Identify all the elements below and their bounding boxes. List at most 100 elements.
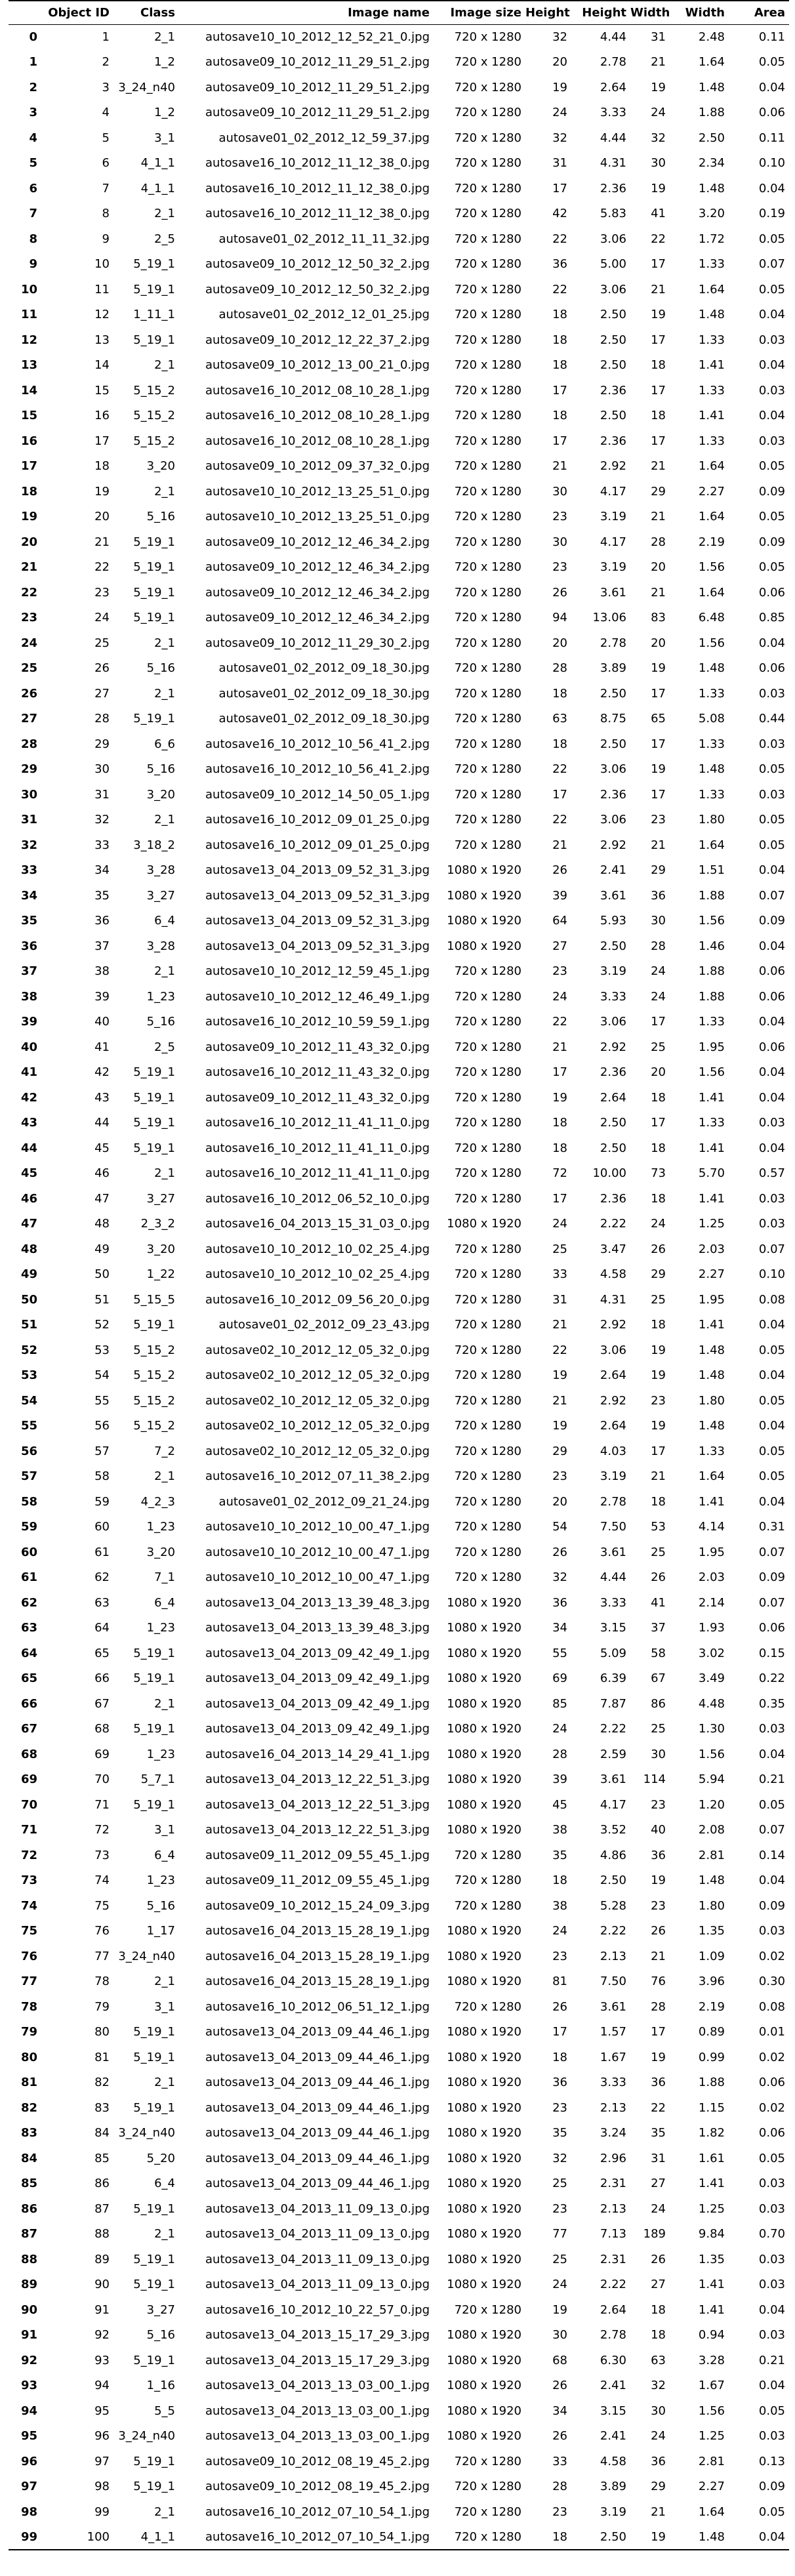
table-row: 68 69 1_23 autosave16_04_2013_14_29_41_1.jp… (9, 1742, 789, 1767)
table-cell: 0.02 (758, 1949, 785, 1963)
table-cell: 53 (651, 1520, 666, 1534)
table-cell: 0.21 (758, 2353, 785, 2367)
table-cell: 45 (552, 1797, 567, 1812)
table-cell: autosave16_10_2012_11_41_11_0.jpg (205, 1116, 430, 1130)
table-cell: 18 (552, 333, 567, 347)
table-cell: 720 x 1280 (454, 1141, 521, 1155)
table-cell: 28 (651, 1999, 666, 2014)
table-cell: 0.09 (758, 535, 785, 549)
table-cell: 3.47 (600, 1242, 626, 1256)
table-cell: 67 (651, 1671, 666, 1686)
table-row: 75 76 1_17 autosave16_04_2013_15_28_19_1.jp… (9, 1919, 789, 1944)
table-cell: 1.64 (698, 510, 725, 524)
table-cell: 0.05 (758, 813, 785, 827)
table-row: 13 14 2_1 autosave09_10_2012_13_00_21_0.jpg… (9, 353, 789, 378)
table-cell: 1.33 (698, 787, 725, 802)
table-row: 50 51 5_15_5 autosave16_10_2012_09_56_20_0.… (9, 1287, 789, 1313)
table-row: 31 32 2_1 autosave16_10_2012_09_01_25_0.jpg… (9, 808, 789, 833)
table-cell: autosave10_10_2012_10_02_25_4.jpg (205, 1242, 430, 1256)
table-cell: 720 x 1280 (454, 560, 521, 575)
table-cell: 2_1 (154, 1469, 175, 1484)
table-cell: 1.48 (670, 2524, 729, 2550)
table-cell: autosave13_04_2013_09_44_46_1.jpg (205, 2050, 430, 2064)
table-cell: 7.13 (600, 2227, 626, 2241)
table-cell: 36 (651, 1848, 666, 1862)
table-cell: 720 x 1280 (454, 2480, 521, 2494)
table-cell: 36 (651, 2454, 666, 2468)
table-cell: 7.87 (600, 1696, 626, 1711)
table-cell: 4_2_3 (140, 1494, 175, 1509)
table-row: 6 7 4_1_1 autosave16_10_2012_11_12_38_0.jpg… (9, 176, 789, 201)
table-row: 11 12 1_11_1 autosave01_02_2012_12_01_25.jp… (9, 302, 789, 328)
table-cell: 1080 x 1920 (447, 1671, 521, 1686)
table-cell: 2.27 (698, 1267, 725, 1282)
table-cell: 23 (552, 2100, 567, 2115)
row-index: 99 (9, 2524, 41, 2550)
table-row: 59 60 1_23 autosave10_10_2012_10_00_47_1.jp… (9, 1515, 789, 1540)
table-cell: 47 (94, 1191, 110, 1206)
table-cell: autosave09_11_2012_09_55_45_1.jpg (205, 1848, 430, 1862)
table-cell: 0.04 (758, 80, 785, 94)
row-index: 63 (20, 1621, 37, 1635)
table-row: 9 10 5_19_1 autosave09_10_2012_12_50_32_2.j… (9, 252, 789, 277)
table-cell: 2.48 (698, 30, 725, 44)
table-cell: 1.88 (698, 106, 725, 120)
table-cell: 5_16 (146, 1015, 175, 1029)
table-cell: 0.06 (758, 989, 785, 1004)
table-cell: 4_1_1 (113, 2524, 179, 2550)
table-cell: autosave13_04_2013_11_09_13_0.jpg (205, 2201, 430, 2216)
table-cell: 19 (651, 80, 666, 94)
table-cell: autosave09_10_2012_11_43_32_0.jpg (205, 1040, 430, 1054)
table-cell: 1.33 (698, 737, 725, 751)
row-index: 71 (20, 1823, 37, 1837)
table-cell: 20 (651, 1065, 666, 1080)
table-cell: 34 (552, 2403, 567, 2418)
table-cell: 720 x 1280 (454, 1494, 521, 1509)
table-cell: 0.05 (758, 510, 785, 524)
table-cell: 28 (651, 939, 666, 953)
table-row: 41 42 5_19_1 autosave16_10_2012_11_43_32_0.… (9, 1060, 789, 1086)
table-cell: 5_16 (146, 661, 175, 676)
row-index: 20 (20, 535, 37, 549)
table-cell: 0.06 (758, 1040, 785, 1054)
table-cell: 84 (94, 2126, 110, 2140)
table-cell: 69 (552, 1671, 567, 1686)
table-cell: 720 x 1280 (454, 1545, 521, 1559)
table-cell: 20 (651, 636, 666, 650)
row-index: 95 (20, 2429, 37, 2443)
table-cell: 14 (94, 358, 110, 373)
table-cell: 5_15_2 (133, 1419, 175, 1433)
table-row: 83 84 3_24_n40 autosave13_04_2013_09_44_46_… (9, 2121, 789, 2146)
column-header: Class (113, 0, 179, 25)
table-cell: 58 (651, 1646, 666, 1660)
table-cell: autosave16_10_2012_08_10_28_1.jpg (205, 434, 430, 448)
table-cell: 2.92 (600, 459, 626, 474)
table-cell: 65 (651, 712, 666, 726)
table-cell: 4.44 (600, 30, 626, 44)
table-cell: 720 x 1280 (454, 585, 521, 600)
table-cell: autosave09_10_2012_12_46_34_2.jpg (205, 585, 430, 600)
table-cell: 1080 x 1920 (447, 2353, 521, 2367)
table-cell: 1.41 (698, 409, 725, 423)
table-cell: 2 (102, 55, 110, 70)
table-cell: 0.03 (758, 434, 785, 448)
table-cell: autosave13_04_2013_11_09_13_0.jpg (205, 2227, 430, 2241)
table-cell: 0.05 (758, 838, 785, 852)
table-cell: 1.33 (698, 333, 725, 347)
table-cell: 3.61 (600, 1772, 626, 1787)
table-cell: 9 (102, 232, 110, 246)
table-cell: 9.84 (698, 2227, 725, 2241)
table-cell: 1080 x 1920 (447, 1772, 521, 1787)
row-index: 57 (20, 1469, 37, 1484)
table-cell: 18 (651, 1141, 666, 1155)
table-cell: 24 (651, 964, 666, 979)
table-cell: 3.61 (600, 1545, 626, 1559)
table-cell: 1080 x 1920 (447, 1722, 521, 1736)
table-cell: 0.06 (758, 661, 785, 676)
table-cell: 0.05 (758, 232, 785, 246)
table-cell: 2.14 (698, 1595, 725, 1610)
table-cell: 19 (651, 181, 666, 195)
row-index: 52 (20, 1343, 37, 1357)
table-cell: 17 (651, 686, 666, 701)
table-cell: 1.67 (698, 2379, 725, 2393)
